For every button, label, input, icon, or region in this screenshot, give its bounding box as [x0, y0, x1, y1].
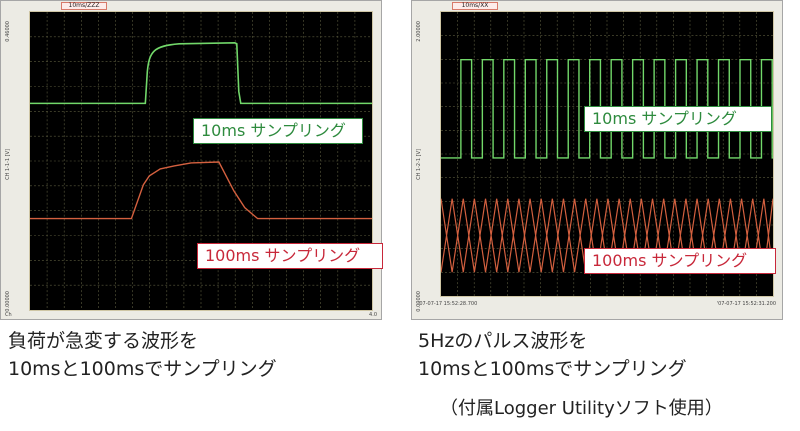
right-axis-max: 2.00000 [416, 21, 422, 42]
left-bottom-status: Ch 4.0 [3, 312, 379, 318]
left-green-trace [30, 41, 372, 105]
left-bottom-right-text: 4.0 [369, 312, 377, 318]
right-caption-line1: 5Hzのパルス波形を [418, 330, 588, 352]
left-window-title-tab[interactable]: 10ms/ZZZ [61, 2, 107, 10]
left-100ms-label-text: 100ms サンプリング [205, 246, 361, 265]
right-window-title: 10ms/XX [461, 2, 489, 9]
left-y-axis-panel: 0.46000 CH 1-1-1 [V] 0.00000 [2, 9, 28, 312]
right-bottom-status: '07-07-17 15:52:28.700 '07-07-17 15:52:3… [414, 301, 780, 307]
right-100ms-label: 100ms サンプリング [584, 248, 776, 274]
right-10ms-label-text: 10ms サンプリング [592, 109, 737, 128]
left-10ms-label-text: 10ms サンプリング [201, 121, 346, 140]
left-logger-window: 10ms/ZZZ 0.46000 CH 1-1-1 [V] 0.00000 Ch… [0, 0, 383, 320]
left-axis-max: 0.46000 [5, 21, 11, 42]
left-caption-line2: 10msと100msでサンプリング [8, 358, 277, 380]
left-window-title: 10ms/ZZZ [68, 2, 100, 9]
right-bottom-left-text: '07-07-17 15:52:28.700 [418, 301, 478, 307]
right-logger-window: 10ms/XX 2.00000 CH 1-2-1 [V] 0.00000 '07… [411, 0, 783, 320]
left-10ms-label: 10ms サンプリング [193, 118, 363, 144]
left-100ms-label: 100ms サンプリング [197, 243, 383, 269]
left-waveform-svg [30, 12, 372, 310]
right-y-axis-panel: 2.00000 CH 1-2-1 [V] 0.00000 [413, 9, 439, 312]
left-caption-line1: 負荷が急変する波形を [8, 330, 199, 352]
left-axis-min: 0.00000 [5, 291, 11, 312]
right-10ms-label: 10ms サンプリング [584, 106, 772, 132]
right-axis-channel: CH 1-2-1 [V] [416, 149, 422, 180]
right-window-title-tab[interactable]: 10ms/XX [452, 2, 498, 10]
left-axis-channel: CH 1-1-1 [V] [5, 149, 11, 180]
left-bottom-left-text: Ch [5, 312, 12, 318]
right-bottom-right-text: '07-07-17 15:52:31.200 [716, 301, 776, 307]
left-grid [30, 12, 372, 310]
left-red-trace [30, 161, 372, 220]
right-green-trace [441, 58, 773, 159]
right-100ms-label-text: 100ms サンプリング [592, 251, 748, 270]
footnote: （付属Logger Utilityソフト使用） [440, 398, 723, 419]
right-caption-line2: 10msと100msでサンプリング [418, 358, 687, 380]
